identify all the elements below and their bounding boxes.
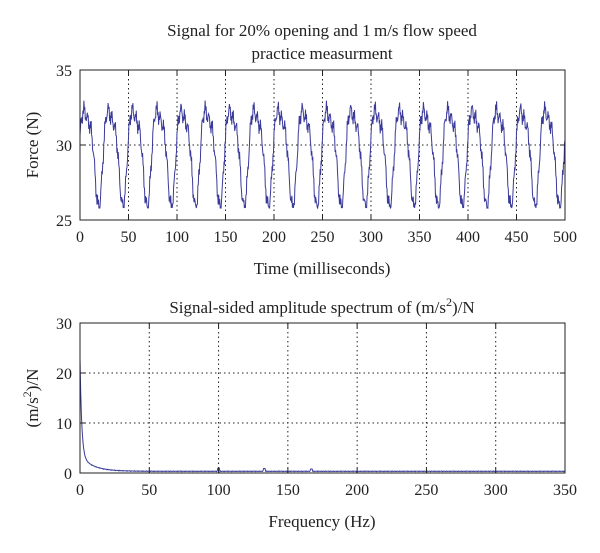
chart1-xtick-label: 450 [505,229,529,246]
chart1-xtick-label: 300 [359,229,383,246]
chart2-axes-box [79,322,566,474]
chart1-xtick-label: 150 [214,229,238,246]
chart1-xtick-label: 0 [76,229,84,246]
chart2-grid [80,323,565,473]
chart2-title-suffix: )/N [452,298,475,317]
chart1-xtick-label: 500 [553,229,577,246]
chart2-ylabel-suffix: )/N [23,369,42,392]
chart-amplitude-spectrum: Signal-sided amplitude spectrum of (m/s2… [20,295,577,531]
chart1-title-line2: practice measurment [251,44,392,63]
chart2-xtick-label: 50 [141,482,157,499]
chart2-xtick-label: 300 [484,482,508,499]
chart1-ytick-label: 25 [56,213,72,230]
chart2-title-prefix: Signal-sided amplitude spectrum of (m/s [169,298,446,317]
chart2-xtick-label: 150 [276,482,300,499]
chart2-ytick-label: 0 [64,466,72,483]
chart2-title: Signal-sided amplitude spectrum of (m/s2… [169,295,474,317]
chart1-series-line [79,100,566,210]
chart2-xtick-label: 350 [553,482,577,499]
chart2-xtick-label: 100 [207,482,231,499]
chart2-ylabel: (m/s2)/N [20,369,42,428]
chart1-xtick-label: 250 [311,229,335,246]
chart1-ylabel: Force (N) [23,112,42,179]
chart2-ticks: 0 50 100 150 200 250 300 350 0 10 20 30 [56,316,577,499]
chart-force-signal: Signal for 20% opening and 1 m/s flow sp… [23,21,577,278]
chart2-xlabel: Frequency (Hz) [268,512,375,531]
chart1-ticks: 0 50 100 150 200 250 300 350 400 450 500 25 30 35 [56,63,577,246]
chart1-xtick-label: 50 [121,229,137,246]
chart1-ytick-label: 35 [56,63,72,80]
chart2-series-line [79,358,566,473]
chart2-ytick-label: 20 [56,366,72,383]
chart2-ylabel-prefix: (m/s [23,397,42,427]
chart1-ytick-label: 30 [56,138,72,155]
chart1-xtick-label: 200 [262,229,286,246]
chart2-ytick-label: 10 [56,416,72,433]
chart2-xtick-label: 250 [414,482,438,499]
chart2-xtick-label: 0 [76,482,84,499]
chart2-ylabel-sup: 2 [20,391,34,397]
chart2-ytick-label: 30 [56,316,72,333]
chart1-xtick-label: 350 [408,229,432,246]
chart2-title-sup: 2 [446,295,452,309]
chart1-xlabel: Time (milliseconds) [254,259,391,278]
chart1-xtick-label: 100 [165,229,189,246]
chart1-xtick-label: 400 [456,229,480,246]
chart2-xtick-label: 200 [345,482,369,499]
chart1-title-line1: Signal for 20% opening and 1 m/s flow sp… [167,21,477,40]
